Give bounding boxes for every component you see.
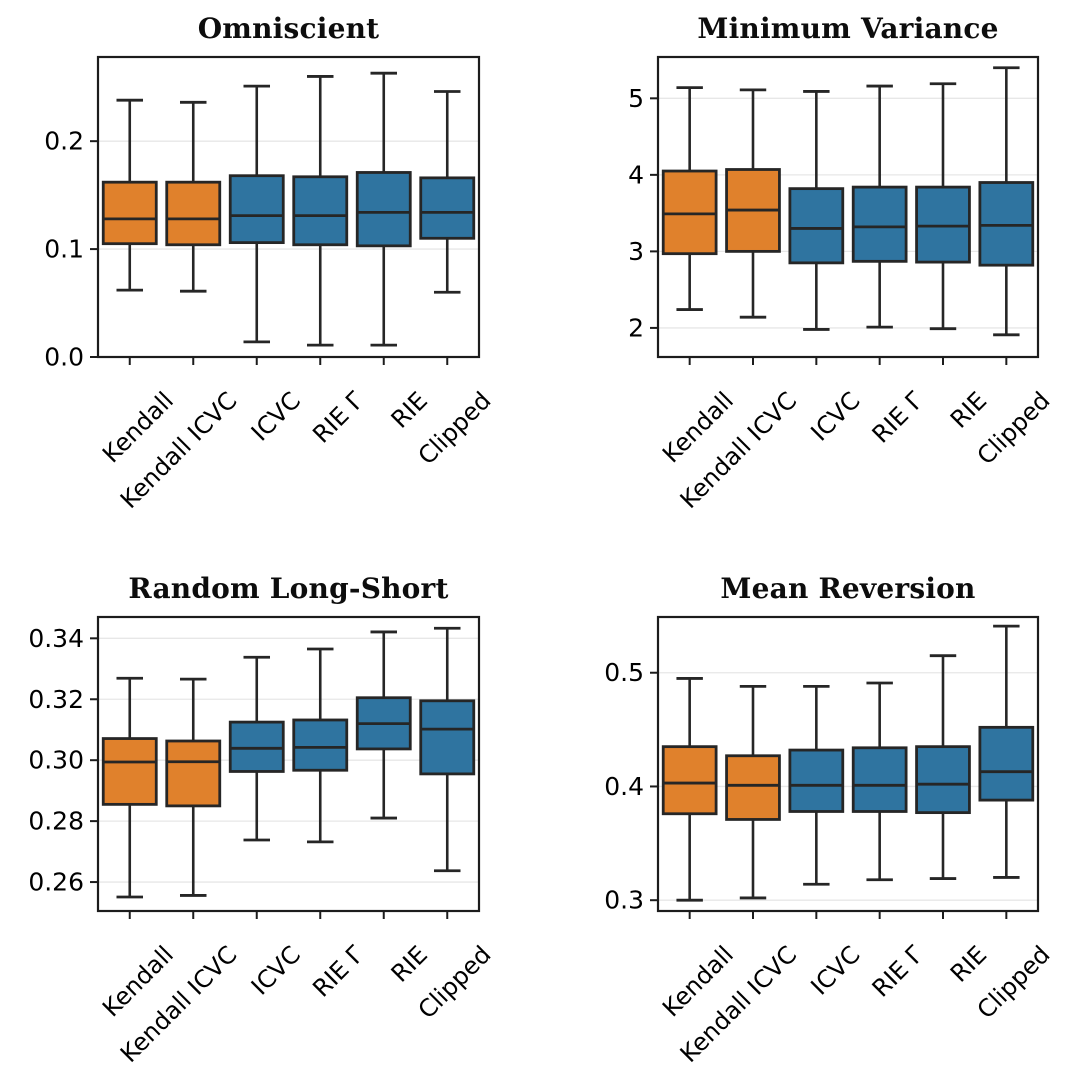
boxplot-kendall bbox=[661, 677, 718, 902]
boxplot-kendall-icvc bbox=[165, 100, 222, 293]
boxplot-icvc bbox=[788, 90, 845, 331]
box-kendall bbox=[101, 737, 158, 806]
y-tick-label: 0.0 bbox=[44, 343, 84, 372]
y-tick-label: 0.3 bbox=[604, 886, 644, 915]
box-kendall-icvc bbox=[165, 180, 222, 247]
y-tick-label: 4 bbox=[628, 160, 644, 189]
boxplot-kendall bbox=[101, 98, 158, 292]
x-tick-label-rie: RIE bbox=[386, 940, 433, 987]
y-tick-label: 0.28 bbox=[28, 807, 84, 836]
axes-frame bbox=[96, 615, 481, 913]
boxplot-icvc bbox=[788, 684, 845, 886]
boxplot-rie bbox=[851, 84, 908, 329]
plot-background bbox=[658, 617, 1038, 911]
y-tick-label: 0.1 bbox=[44, 235, 84, 264]
box-clipped bbox=[419, 699, 476, 776]
box-clipped bbox=[419, 176, 476, 240]
box-kendall bbox=[661, 745, 718, 816]
box-icvc bbox=[228, 720, 285, 773]
y-tick-label: 0.4 bbox=[604, 772, 644, 801]
box-clipped bbox=[978, 181, 1035, 267]
x-tick-label-rie: RIE bbox=[945, 386, 992, 433]
plot-background bbox=[98, 617, 479, 911]
box-kendall bbox=[101, 180, 158, 246]
boxplot-rie bbox=[292, 75, 349, 347]
boxplot-kendall-icvc bbox=[725, 684, 781, 900]
box-kendall bbox=[661, 169, 718, 256]
y-tick-label: 5 bbox=[628, 84, 644, 113]
box-icvc bbox=[788, 748, 845, 813]
box-kendall-icvc bbox=[165, 739, 222, 808]
box-rie bbox=[915, 185, 971, 264]
y-tick-label: 0.2 bbox=[44, 127, 84, 156]
y-tick-label: 0.32 bbox=[28, 685, 84, 714]
x-tick-label-rie: RIE Γ bbox=[307, 940, 370, 1003]
boxplot-clipped bbox=[419, 90, 476, 294]
boxplot-kendall bbox=[661, 86, 718, 311]
axes-frame bbox=[96, 55, 481, 359]
boxplot-rie bbox=[292, 647, 349, 844]
box-clipped bbox=[978, 725, 1035, 802]
plot-background bbox=[658, 57, 1038, 357]
x-tick-label-icvc: ICVC bbox=[805, 386, 865, 446]
box-rie bbox=[851, 185, 908, 263]
boxplot-icvc bbox=[228, 84, 285, 344]
x-tick-label-rie: RIE bbox=[386, 386, 433, 433]
boxplot-clipped bbox=[419, 626, 476, 873]
boxplot-rie bbox=[355, 630, 412, 820]
axes-frame bbox=[656, 615, 1040, 913]
y-tick-label: 0.26 bbox=[28, 868, 84, 897]
axes-frame bbox=[656, 55, 1040, 359]
x-tick-label-rie: RIE Γ bbox=[307, 386, 370, 449]
box-rie bbox=[355, 171, 412, 248]
boxplot-kendall bbox=[101, 676, 158, 899]
box-rie bbox=[851, 746, 908, 813]
title-omniscient: Omniscient bbox=[197, 12, 380, 45]
box-rie bbox=[292, 718, 349, 772]
boxplot-rie bbox=[915, 82, 971, 331]
title-minimum-variance: Minimum Variance bbox=[697, 12, 999, 45]
boxplot-kendall-icvc bbox=[725, 88, 781, 319]
x-tick-label-icvc: ICVC bbox=[246, 386, 306, 446]
boxplot-rie bbox=[355, 71, 412, 347]
box-rie bbox=[292, 175, 349, 247]
box-kendall-icvc bbox=[725, 754, 781, 821]
title-random-long-short: Random Long-Short bbox=[128, 572, 449, 605]
box-icvc bbox=[228, 174, 285, 245]
x-tick-label-rie: RIE Γ bbox=[867, 386, 930, 449]
y-tick-label: 0.30 bbox=[28, 746, 84, 775]
boxplot-rie bbox=[851, 681, 908, 882]
y-tick-label: 0.5 bbox=[604, 658, 644, 687]
boxplot-icvc bbox=[228, 655, 285, 842]
plot-background bbox=[98, 57, 479, 357]
boxplot-rie bbox=[915, 654, 971, 880]
x-tick-label-icvc: ICVC bbox=[246, 940, 306, 1000]
x-tick-label-rie: RIE bbox=[945, 940, 992, 987]
x-tick-label-rie: RIE Γ bbox=[867, 940, 930, 1003]
boxplot-clipped bbox=[978, 66, 1035, 337]
box-rie bbox=[915, 745, 971, 815]
y-tick-label: 2 bbox=[628, 313, 644, 342]
x-tick-label-icvc: ICVC bbox=[805, 940, 865, 1000]
y-tick-label: 3 bbox=[628, 237, 644, 266]
boxplot-kendall-icvc bbox=[165, 677, 222, 897]
box-icvc bbox=[788, 187, 845, 265]
title-mean-reversion: Mean Reversion bbox=[720, 572, 976, 605]
y-tick-label: 0.34 bbox=[28, 624, 84, 653]
boxplot-clipped bbox=[978, 624, 1035, 879]
